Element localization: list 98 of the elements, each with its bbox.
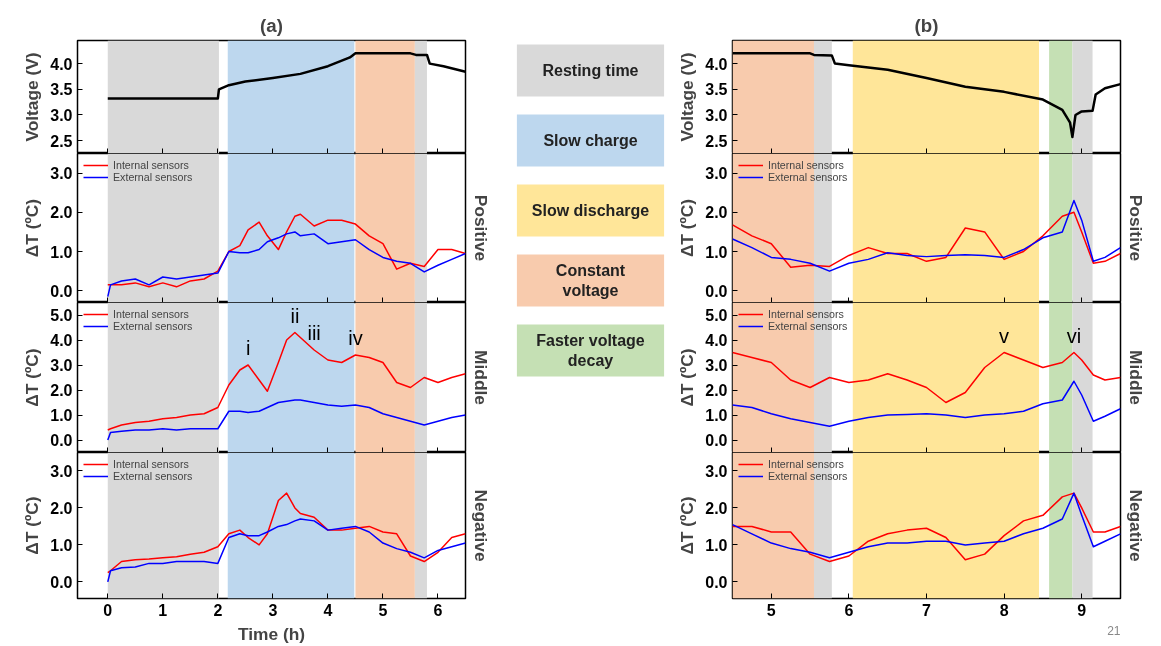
y-axis-title: ΔT (ºC) [22,348,43,407]
y2-axis-title: Middle [470,350,491,406]
y-tick-label: 3.0 [50,165,73,183]
y-axis-title: Voltage (V) [677,52,698,142]
y-tick-label: 2.0 [705,499,728,517]
y-tick-label: 3.0 [705,462,728,480]
x-tick-label: 4 [323,601,333,619]
y2-axis-title: Positive [470,194,491,262]
y-tick-label: 3.5 [50,81,73,99]
legend-label: External sensors [768,171,848,183]
y-tick-label: 2.0 [705,204,728,222]
legend-label: External sensors [113,470,193,482]
line-series [732,199,1121,272]
y-tick-label: 3.0 [50,106,73,124]
y-tick-label: 0.0 [705,282,728,300]
y2-axis-title: Middle [1125,350,1146,406]
line-series [732,351,1121,404]
legend-label: External sensors [113,171,193,183]
x-tick-label: 7 [922,601,932,619]
y-tick-label: 1.0 [705,536,728,554]
category-label: Slow discharge [531,202,650,219]
y-tick-label: 1.0 [705,407,728,424]
y-axis-title: ΔT (ºC) [677,198,698,258]
legend-label: External sensors [768,470,848,482]
legend-label: Internal sensors [113,458,189,470]
y-tick-label: 1.0 [50,243,73,261]
y-tick-label: 2.0 [50,204,73,222]
x-tick-label: 9 [1077,601,1087,619]
category-label: Resting time [542,62,639,79]
y-tick-label: 1.0 [50,536,73,554]
y-tick-label: 3.0 [705,165,728,183]
x-tick-label: 5 [378,601,388,619]
y-tick-label: 5.0 [705,307,728,324]
y-tick-label: 5.0 [50,307,73,324]
y-tick-label: 2.5 [50,132,73,150]
y-axis-title: ΔT (ºC) [677,496,698,555]
text: 21 [1107,623,1121,638]
x-tick-label: 8 [999,601,1009,619]
y-tick-label: 2.0 [705,382,728,399]
line-series [107,213,466,288]
x-tick-label: 2 [213,601,223,619]
line-series [107,518,466,583]
x-tick-label: 6 [433,601,443,619]
y-tick-label: 3.0 [705,357,728,374]
legend-label: External sensors [113,320,193,332]
y2-axis-title: Negative [1125,489,1146,562]
category-label: Constant voltage [555,261,626,300]
y-tick-label: 2.5 [705,132,728,150]
y-axis-title: ΔT (ºC) [22,198,43,258]
chart-title: (a) [260,14,283,36]
category-label: Slow charge [543,132,638,149]
y-tick-label: 1.0 [705,243,728,261]
y-tick-label: 4.0 [50,55,73,73]
y-tick-label: 4.0 [705,55,728,73]
y-tick-label: 0.0 [50,282,73,300]
y-tick-label: 0.0 [705,573,728,591]
chart-title: (b) [914,14,939,36]
annotation: i [245,337,251,359]
y-tick-label: 3.0 [50,357,73,374]
y-tick-label: 3.5 [705,81,728,99]
category-label: Faster voltage decay [536,331,645,370]
y-tick-label: 0.0 [705,432,728,449]
y-axis-title: Voltage (V) [22,52,43,142]
y-tick-label: 1.0 [50,407,73,424]
annotation: ii [290,304,300,327]
y2-axis-title: Positive [1125,194,1146,262]
annotation: iii [307,322,321,344]
y-tick-label: 3.0 [50,462,73,480]
legend-label: External sensors [768,320,848,332]
x-tick-label: 6 [844,601,854,619]
x-tick-label: 0 [103,601,113,619]
legend-label: Internal sensors [113,159,189,171]
annotation: v [999,324,1010,347]
legend-label: Internal sensors [113,308,189,320]
legend-label: Internal sensors [768,458,844,470]
line-series [732,380,1121,427]
y-tick-label: 4.0 [50,332,73,349]
legend-label: Internal sensors [768,308,844,320]
y2-axis-title: Negative [470,489,491,562]
x-tick-label: 1 [158,601,168,619]
x-tick-label: 3 [268,601,278,619]
y-tick-label: 4.0 [705,332,728,349]
y-tick-label: 0.0 [50,573,73,591]
y-tick-label: 2.0 [50,382,73,399]
legend-label: Internal sensors [768,159,844,171]
y-tick-label: 0.0 [50,432,73,449]
line-series [107,399,466,441]
line-series [107,231,466,298]
y-tick-label: 2.0 [50,499,73,517]
y-tick-label: 3.0 [705,106,728,124]
y-axis-title: ΔT (ºC) [677,348,698,407]
line-series [107,492,466,574]
annotation: iv [348,327,363,349]
x-tick-label: 5 [766,601,776,619]
x-axis-title: Time (h) [237,623,306,644]
line-series [732,211,1121,268]
y-axis-title: ΔT (ºC) [22,496,43,555]
annotation: vi [1066,324,1082,347]
